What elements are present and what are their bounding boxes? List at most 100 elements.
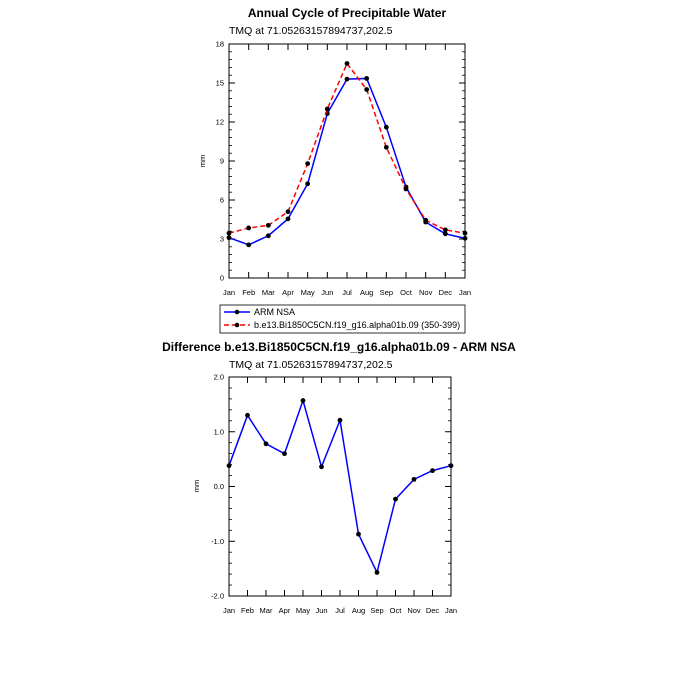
- chart-1-y-tick-label: 6: [220, 196, 224, 205]
- chart-2-series-0-point: [245, 412, 250, 418]
- chart-1-x-tick-label: Jan: [459, 288, 471, 297]
- chart-2-x-tick-label: Aug: [352, 606, 365, 615]
- chart-2-series-0-point: [411, 476, 417, 482]
- chart-2-x-tick-label: Oct: [390, 606, 403, 615]
- chart-1-series-0-point: [442, 231, 448, 237]
- chart-1-series-line-0: [228, 77, 466, 246]
- chart-1-series-1-point: [423, 217, 429, 223]
- chart-2-series-0-point: [282, 451, 287, 457]
- chart-1-x-tick-label: Jul: [342, 288, 352, 297]
- legend-label-arm-nsa: ARM NSA: [254, 307, 295, 317]
- chart-2-y-tick-label: -1.0: [211, 537, 224, 546]
- chart-1-x-tick-label: Apr: [282, 288, 294, 297]
- chart-1-x-tick-label: Jan: [223, 288, 235, 297]
- chart-2: Difference b.e13.Bi1850C5CN.f19_g16.alph…: [162, 340, 516, 615]
- chart-2-y-axis-label: mm: [192, 480, 201, 493]
- chart-2-plot-frame: [228, 376, 452, 597]
- chart-2-title: Difference b.e13.Bi1850C5CN.f19_g16.alph…: [162, 340, 516, 354]
- chart-2-series-0-point: [263, 441, 269, 447]
- chart-2-y-tick-label: -2.0: [211, 592, 224, 601]
- chart-2-x-tick-label: Sep: [370, 606, 383, 615]
- chart-2-x-tick-label: Jan: [223, 606, 235, 615]
- chart-1-series-0-point: [383, 124, 389, 130]
- chart-2-y-ticks: -2.0 -1.0 0.0 1.0 2.0: [211, 373, 451, 601]
- chart-1-y-tick-label: 15: [216, 79, 224, 88]
- legend-label-model: b.e13.Bi1850C5CN.f19_g16.alpha01b.09 (35…: [254, 320, 460, 330]
- chart-1-series-1-point: [305, 161, 311, 167]
- chart-2-x-tick-label: Jan: [445, 606, 457, 615]
- chart-2-series-0-point: [356, 531, 361, 537]
- chart-2-series-0-point: [226, 463, 232, 469]
- legend-box: [219, 304, 466, 334]
- chart-1-series-0-point: [246, 242, 252, 248]
- chart-1-series: [226, 61, 468, 248]
- chart-2-x-tick-label: Feb: [241, 606, 254, 615]
- chart-1-series-0-point: [226, 235, 232, 241]
- chart-2-x-tick-label: Dec: [426, 606, 440, 615]
- chart-1-series-line-1: [228, 62, 466, 234]
- chart-1-series-0-point: [364, 76, 370, 81]
- chart-2-x-ticks: Jan Feb Mar Apr May Jun Jul Aug Sep Oct Nov Dec Jan: [223, 377, 457, 615]
- chart-2-subtitle: TMQ at 71.05263157894737,202.5: [229, 359, 393, 371]
- chart-1-x-tick-label: Aug: [360, 288, 373, 297]
- chart-2-x-tick-label: Apr: [279, 606, 291, 615]
- chart-2-x-tick-label: Nov: [407, 606, 421, 615]
- chart-1-x-tick-label: Mar: [262, 288, 275, 297]
- chart-2-series-line-0: [228, 398, 452, 575]
- chart-1-x-ticks: Jan Feb Mar Apr May Jun Jul Aug Sep Oct Nov Dec Jan: [223, 44, 471, 297]
- chart-1-series-1-point: [246, 225, 252, 231]
- chart-2-y-tick-label: 0.0: [214, 482, 224, 491]
- chart-1-series-1-point: [344, 61, 350, 66]
- chart-2-series-0-point: [448, 463, 454, 469]
- chart-2-x-tick-label: Jun: [315, 606, 327, 615]
- chart-1-series-1-point: [324, 106, 330, 112]
- chart-2-series-0-point: [300, 398, 306, 403]
- chart-2-series-0-point: [337, 417, 343, 423]
- chart-1-y-tick-label: 18: [216, 40, 224, 49]
- chart-2-x-tick-label: Mar: [260, 606, 273, 615]
- chart-1-y-tick-label: 12: [216, 118, 224, 127]
- chart-2-series-0-point: [430, 468, 435, 474]
- chart-1-series-1-point: [226, 230, 232, 236]
- chart-1-series-0-point: [462, 235, 468, 241]
- chart-1-series-1-point: [285, 209, 291, 215]
- chart-2-y-tick-label: 1.0: [214, 427, 224, 436]
- chart-2-x-tick-label: Jul: [335, 606, 345, 615]
- chart-1-x-tick-label: May: [301, 288, 315, 297]
- chart-1-y-ticks: 0 3 6 9 12 15 18: [216, 40, 465, 283]
- chart-1-x-tick-label: Feb: [242, 288, 255, 297]
- chart-1-y-tick-label: 9: [220, 157, 224, 166]
- chart-1-series-0-point: [265, 233, 271, 239]
- chart-1-y-tick-label: 3: [220, 235, 224, 244]
- chart-1: Annual Cycle of Precipitable Water TMQ a…: [198, 6, 471, 334]
- chart-1-series-1-point: [364, 87, 370, 92]
- chart-1-x-tick-label: Dec: [439, 288, 453, 297]
- chart-2-series-0-point: [319, 464, 324, 470]
- chart-1-y-axis-label: mm: [198, 155, 207, 168]
- chart-2-series-0-point: [374, 570, 380, 575]
- chart-1-subtitle: TMQ at 71.05263157894737,202.5: [229, 25, 393, 37]
- chart-1-series-0-point: [344, 76, 350, 82]
- chart-2-y-tick-label: 2.0: [214, 373, 224, 382]
- chart-1-title: Annual Cycle of Precipitable Water: [248, 6, 447, 20]
- chart-2-x-tick-label: May: [296, 606, 310, 615]
- chart-1-x-tick-label: Nov: [419, 288, 433, 297]
- chart-1-legend: ARM NSA b.e13.Bi1850C5CN.f19_g16.alpha01…: [219, 304, 466, 334]
- chart-1-series-1-point: [265, 222, 271, 228]
- legend-marker-arm-nsa: [234, 309, 240, 315]
- chart-1-series-1-point: [462, 230, 468, 236]
- chart-2-series-0-point: [393, 496, 398, 502]
- chart-2-series: [226, 398, 454, 575]
- chart-1-y-tick-label: 0: [220, 274, 224, 283]
- chart-1-series-1-point: [383, 144, 389, 150]
- chart-1-series-1-point: [442, 227, 448, 233]
- chart-1-series-1-point: [403, 186, 409, 192]
- chart-1-x-tick-label: Jun: [321, 288, 333, 297]
- chart-1-x-tick-label: Sep: [380, 288, 393, 297]
- chart-1-series-0-point: [305, 181, 311, 187]
- legend-marker-model: [234, 322, 240, 328]
- chart-1-x-tick-label: Oct: [400, 288, 413, 297]
- chart-1-series-0-point: [285, 216, 291, 222]
